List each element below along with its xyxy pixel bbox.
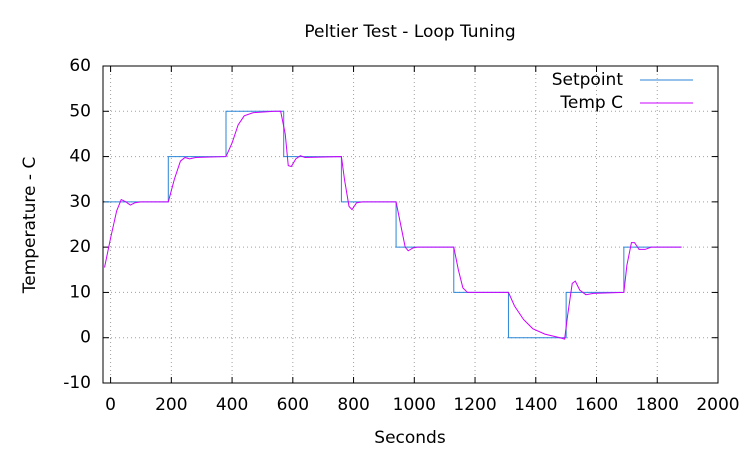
x-axis-label: Seconds (374, 428, 446, 448)
x-tick-label: 1600 (575, 395, 618, 415)
x-tick-label: 1800 (636, 395, 679, 415)
x-tick-label: 0 (105, 395, 116, 415)
y-tick-label: 40 (69, 147, 91, 167)
y-axis-label: Temperature - C (20, 157, 40, 295)
plot-border (102, 65, 719, 384)
data-line (104, 110, 682, 340)
x-tick-label: 1200 (453, 395, 496, 415)
y-tick-label: 20 (69, 237, 91, 257)
y-tick-label: 0 (80, 328, 91, 348)
legend-label: Setpoint (552, 70, 624, 90)
x-tick-label: 600 (277, 395, 309, 415)
y-tick-label: 60 (69, 56, 91, 76)
x-tick-label: 1400 (514, 395, 557, 415)
x-tick-label: 400 (216, 395, 248, 415)
y-tick-label: 30 (69, 192, 91, 212)
y-tick-label: 10 (69, 282, 91, 302)
data-line (104, 110, 682, 339)
x-tick-label: 1000 (393, 395, 436, 415)
x-tick-label: 800 (337, 395, 369, 415)
y-tick-label: 50 (69, 101, 91, 121)
chart-title: Peltier Test - Loop Tuning (304, 22, 515, 42)
legend-label: Temp C (559, 93, 623, 113)
x-tick-label: 2000 (696, 395, 739, 415)
x-tick-label: 200 (155, 395, 187, 415)
y-tick-label: -10 (63, 373, 91, 393)
